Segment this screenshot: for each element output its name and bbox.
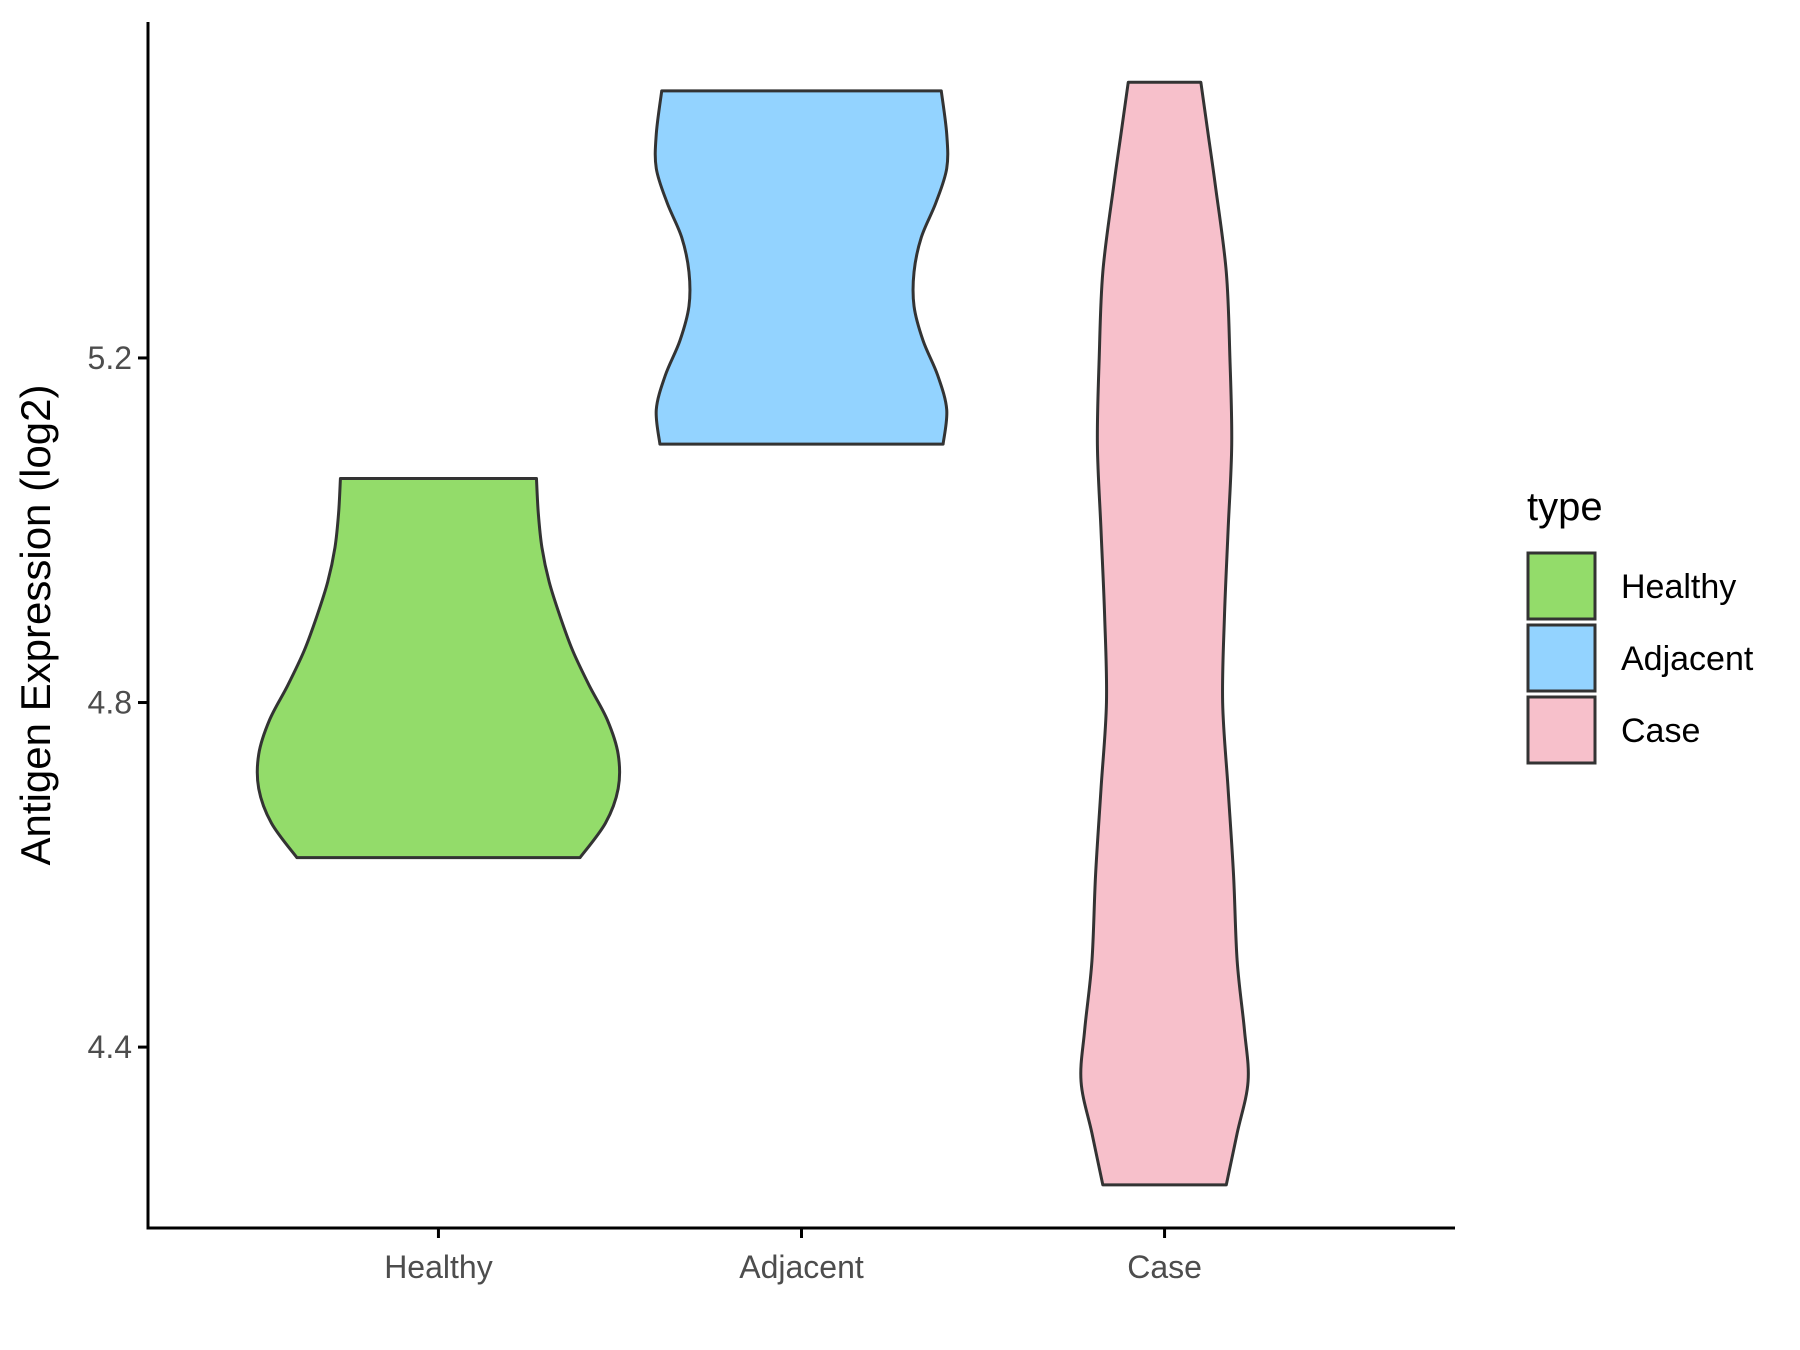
y-axis-title: Antigen Expression (log2): [12, 385, 59, 866]
x-tick-label: Adjacent: [739, 1249, 864, 1285]
legend-title: type: [1527, 485, 1603, 529]
legend-swatch-adjacent: [1526, 623, 1597, 693]
legend-label-case: Case: [1621, 712, 1700, 750]
violin-layer: [255, 80, 1250, 1187]
legend-items: Healthy Adjacent Case: [1526, 551, 1754, 765]
y-axis-ticks: 4.4 4.8 5.2: [88, 340, 148, 1065]
x-axis-ticks: Healthy Adjacent Case: [384, 1228, 1202, 1285]
legend-label-healthy: Healthy: [1621, 568, 1736, 606]
x-tick-label: Healthy: [384, 1249, 493, 1285]
y-tick-label: 4.8: [88, 685, 132, 721]
legend-swatch-case: [1526, 695, 1597, 765]
y-tick-label: 4.4: [88, 1029, 132, 1065]
violin-adjacent: [653, 89, 950, 446]
legend-label-adjacent: Adjacent: [1621, 640, 1754, 678]
y-tick-label: 5.2: [88, 340, 132, 376]
violin-healthy: [255, 477, 622, 860]
legend-swatch-healthy: [1526, 551, 1597, 621]
x-tick-label: Case: [1127, 1249, 1202, 1285]
legend: type Healthy Adjacent Case: [1526, 485, 1754, 765]
violin-case: [1079, 80, 1250, 1187]
